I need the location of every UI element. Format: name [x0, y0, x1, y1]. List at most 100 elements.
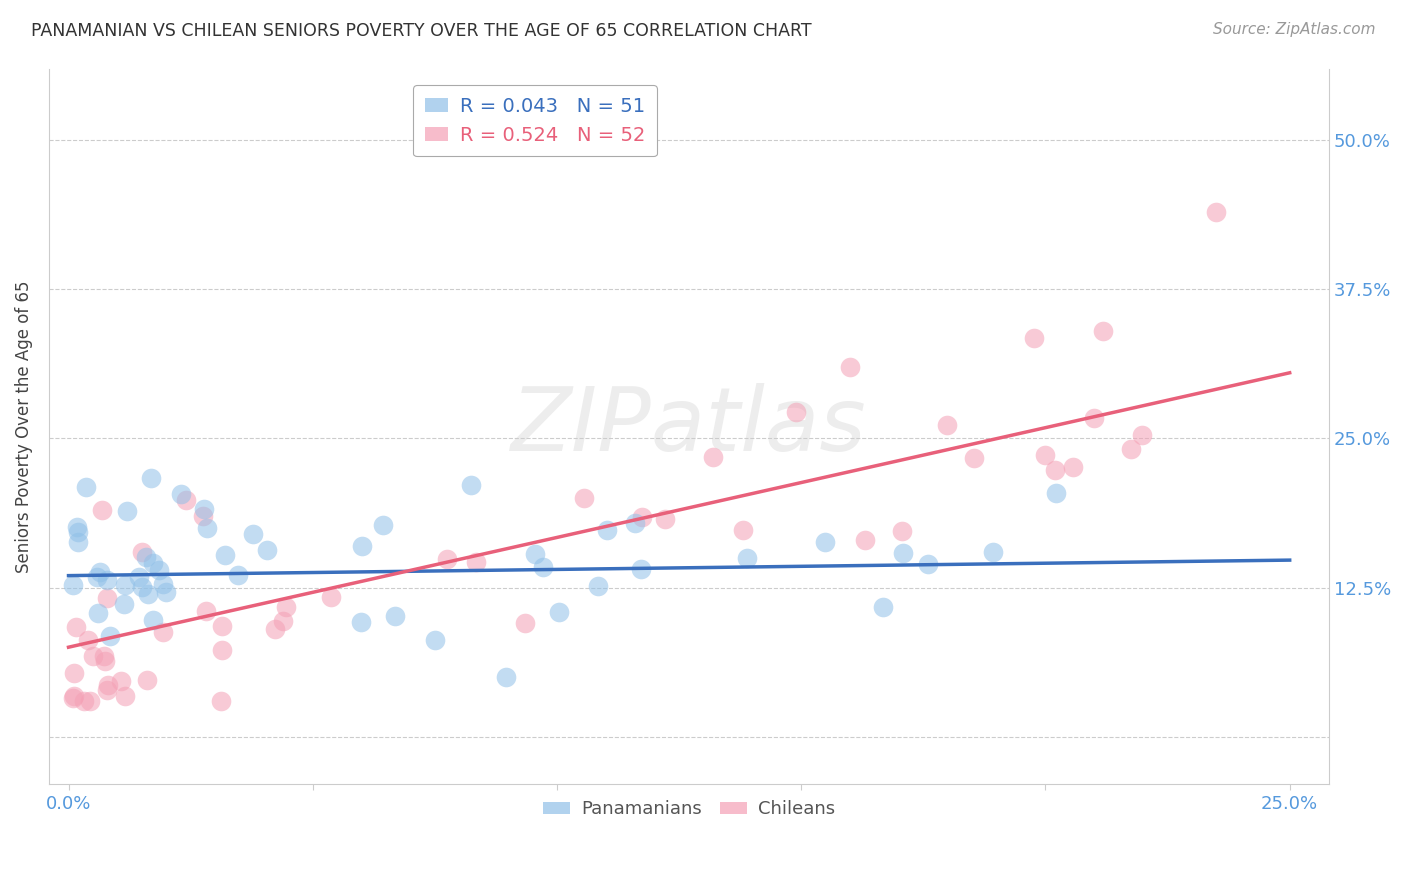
Text: ZIPatlas: ZIPatlas [510, 384, 866, 469]
Point [135, 673, 157, 687]
Point [917, 558, 939, 572]
Point [321, 590, 343, 604]
Point [115, 504, 138, 518]
Point [436, 551, 458, 566]
Point [193, 501, 215, 516]
Point [94, 654, 117, 668]
Point [194, 604, 217, 618]
Point [935, 417, 957, 432]
Point [384, 609, 406, 624]
Point [114, 689, 136, 703]
Point [65, 619, 87, 633]
Point [98, 629, 121, 643]
Point [256, 543, 278, 558]
Point [209, 694, 232, 708]
Point [572, 491, 595, 505]
Point [142, 613, 165, 627]
Point [515, 615, 537, 630]
Y-axis label: Seniors Poverty Over the Age of 65: Seniors Poverty Over the Age of 65 [15, 280, 32, 573]
Point [89, 565, 111, 579]
Point [423, 632, 446, 647]
Point [86, 570, 108, 584]
Point [148, 563, 170, 577]
Point [624, 516, 647, 531]
Point [1062, 460, 1084, 475]
Point [465, 555, 488, 569]
Point [169, 487, 191, 501]
Point [66, 520, 89, 534]
Point [110, 674, 132, 689]
Point [588, 579, 610, 593]
Point [731, 523, 754, 537]
Point [1119, 442, 1142, 457]
Point [152, 577, 174, 591]
Point [890, 524, 912, 538]
Point [1091, 325, 1114, 339]
Point [242, 527, 264, 541]
Point [350, 615, 373, 630]
Point [79, 694, 101, 708]
Point [214, 549, 236, 563]
Point [211, 619, 233, 633]
Point [139, 471, 162, 485]
Point [62, 691, 84, 706]
Point [853, 533, 876, 547]
Point [1130, 428, 1153, 442]
Point [73, 694, 96, 708]
Point [93, 649, 115, 664]
Point [96, 573, 118, 587]
Point [128, 570, 150, 584]
Point [1033, 448, 1056, 462]
Point [1083, 411, 1105, 425]
Point [981, 545, 1004, 559]
Point [63, 689, 86, 703]
Point [271, 615, 294, 629]
Point [174, 492, 197, 507]
Point [114, 578, 136, 592]
Point [1205, 204, 1227, 219]
Point [785, 404, 807, 418]
Point [963, 451, 986, 466]
Point [191, 509, 214, 524]
Point [371, 517, 394, 532]
Text: Source: ZipAtlas.com: Source: ZipAtlas.com [1212, 22, 1375, 37]
Point [654, 512, 676, 526]
Point [891, 545, 914, 559]
Point [195, 521, 218, 535]
Point [547, 605, 569, 619]
Point [630, 562, 652, 576]
Point [630, 510, 652, 524]
Point [82, 648, 104, 663]
Point [596, 523, 619, 537]
Point [75, 480, 97, 494]
Point [77, 633, 100, 648]
Point [872, 600, 894, 615]
Point [211, 643, 233, 657]
Point [523, 548, 546, 562]
Point [1024, 331, 1046, 345]
Point [87, 606, 110, 620]
Point [135, 550, 157, 565]
Point [96, 682, 118, 697]
Point [460, 478, 482, 492]
Point [350, 539, 373, 553]
Point [142, 556, 165, 570]
Point [226, 567, 249, 582]
Point [97, 678, 120, 692]
Point [274, 600, 297, 615]
Point [63, 666, 86, 681]
Point [155, 585, 177, 599]
Point [1045, 463, 1067, 477]
Point [702, 450, 724, 465]
Point [96, 591, 118, 606]
Point [264, 622, 287, 636]
Point [67, 535, 90, 549]
Legend: Panamanians, Chileans: Panamanians, Chileans [536, 793, 842, 825]
Point [66, 524, 89, 539]
Text: PANAMANIAN VS CHILEAN SENIORS POVERTY OVER THE AGE OF 65 CORRELATION CHART: PANAMANIAN VS CHILEAN SENIORS POVERTY OV… [31, 22, 811, 40]
Point [131, 580, 153, 594]
Point [131, 545, 153, 559]
Point [839, 360, 862, 375]
Point [735, 550, 758, 565]
Point [112, 597, 135, 611]
